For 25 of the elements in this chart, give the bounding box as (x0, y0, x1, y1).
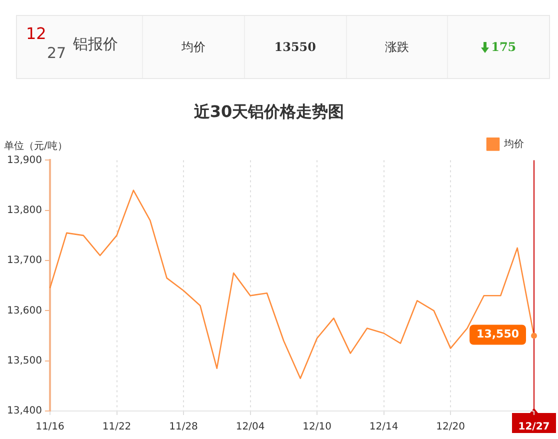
chart-title: 近30天铝价格走势图 (192, 102, 344, 121)
y-axis-title: 单位（元/吨） (4, 140, 68, 152)
text: 涨跌 (346, 16, 448, 78)
x-tick-label: 12/14 (369, 422, 398, 433)
text: 均价 (142, 16, 244, 78)
x-tick-label: 12/27 (518, 422, 550, 433)
text: 175 (447, 16, 549, 78)
legend-label: 均价 (503, 138, 524, 150)
y-tick-label: 13,600 (6, 305, 42, 316)
y-tick-label: 13,700 (6, 255, 42, 266)
x-tick-label: 11/16 (36, 422, 64, 433)
x-tick-label: 11/22 (102, 422, 132, 433)
text: 12 (26, 24, 46, 43)
y-tick-label: 13,800 (6, 204, 42, 216)
annotation: 13,550 (476, 328, 520, 341)
y-tick-label: 13,500 (6, 355, 42, 366)
text: 13550 (244, 16, 346, 78)
x-tick-label: 12/20 (436, 422, 465, 433)
x-tick-label: 11/28 (169, 422, 198, 433)
text: 27 (47, 44, 66, 62)
text: 铝报价 (73, 35, 118, 54)
x-tick-label: 12/10 (302, 422, 332, 433)
y-tick-label: 13,900 (6, 154, 42, 166)
y-tick-label: 13,400 (6, 406, 42, 417)
x-tick-label: 12/04 (236, 422, 265, 433)
